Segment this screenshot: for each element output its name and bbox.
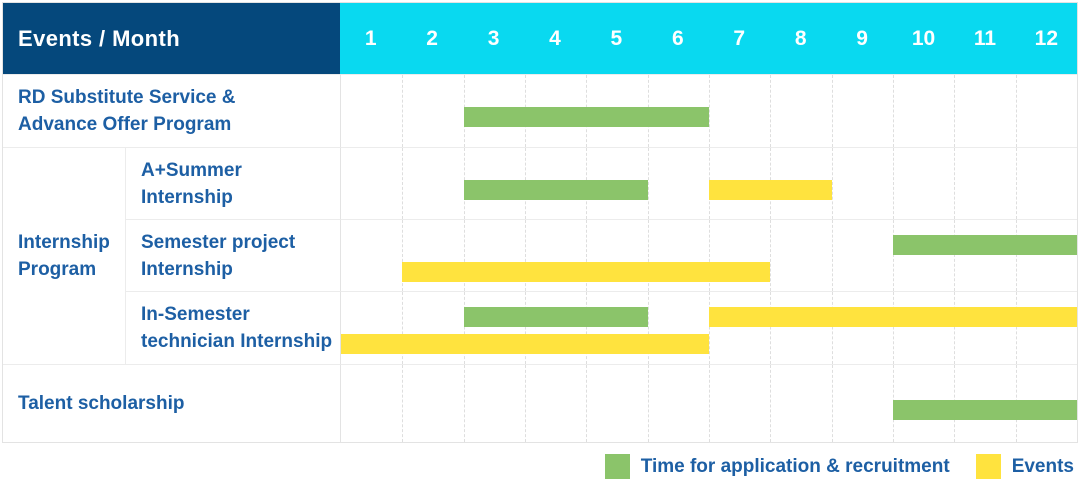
month-gridline [831,292,833,364]
event-bar [709,307,1077,327]
month-gridline [463,365,465,442]
row-label: Semester project Internship [125,219,340,291]
month-gridline [402,292,404,364]
month-gridline [1015,220,1017,291]
month-gridline [893,220,894,291]
application-bar [893,399,1077,420]
header-row: Events / Month 1 2 3 4 5 6 7 8 9 10 11 12 [3,3,1077,74]
month-gridline [1015,75,1017,147]
row-timeline [340,364,1077,442]
month-gridline [463,292,465,364]
month-gridline [402,365,404,442]
month-gridline [831,220,833,291]
month-gridline [647,148,649,219]
month-label: 8 [794,26,807,50]
row-label-line: Semester project [141,231,296,253]
month-label: 9 [856,26,868,50]
row-label-line: technician Internship [141,331,333,352]
legend: Time for application & recruitment Events [604,454,1074,479]
row-label-line: Program [18,259,97,280]
month-gridline [831,75,833,147]
row-label-line: Internship [18,232,110,253]
schedule-table: Events / Month 1 2 3 4 5 6 7 8 9 10 11 12 RD Substi… [2,2,1078,443]
month-gridline [402,220,404,291]
month-gridline [954,292,956,364]
row-label: A+Summer Internship [125,147,340,219]
row-label-line: A+Summer [141,159,242,181]
table-body: RD Substitute Service & Advance Offer Pro… [3,74,1077,442]
legend-swatch-application [604,454,630,479]
month-label: 10 [911,26,936,50]
row-label: RD Substitute Service & Advance Offer Pro… [3,74,340,147]
month-gridline [586,292,588,364]
month-label: 5 [610,26,623,50]
row-label: In-Semester technician Internship [125,291,340,364]
month-gridline [954,75,956,147]
month-gridline [893,292,894,364]
month-gridline [770,220,772,291]
month-gridline [402,75,404,147]
month-gridline [586,365,588,442]
month-gridline [893,148,894,219]
month-gridline [893,75,894,147]
month-gridline [525,220,526,291]
month-gridline [1015,148,1017,219]
event-bar [341,334,709,354]
month-gridline [1015,292,1017,364]
month-label: 2 [426,26,438,50]
month-gridline [831,365,833,442]
legend-item: Time for application & recruitment [604,454,950,479]
month-gridline [525,365,526,442]
row-label-line: In-Semester [141,304,250,325]
application-bar [463,179,648,200]
month-gridline [709,220,710,291]
month-gridline [463,220,465,291]
month-label: 4 [549,26,561,50]
month-header: 1 2 3 4 5 6 7 8 9 10 11 12 [340,3,1077,74]
row-timeline [340,74,1077,147]
row-timeline [340,147,1077,219]
month-gridline [586,220,588,291]
month-gridline [954,220,956,291]
row-label-line: RD Substitute Service & [18,87,236,108]
month-gridline [709,365,710,442]
row-timeline [340,219,1077,291]
month-gridline [709,75,710,147]
table-title: Events / Month [3,3,340,74]
month-gridline [770,292,772,364]
legend-label: Events [1011,455,1074,477]
month-label: 7 [733,26,746,50]
row-label-line: Internship [141,258,233,280]
row-group-label: Internship Program [3,147,125,364]
row-label: Talent scholarship [3,364,340,442]
row-label-line: Advance Offer Program [18,114,232,135]
month-gridline [709,292,710,364]
legend-item: Events [975,454,1074,479]
application-bar [893,235,1077,255]
month-gridline [525,292,526,364]
month-gridline [402,148,404,219]
month-gridline [770,75,772,147]
month-label: 1 [364,26,377,50]
month-gridline [831,148,833,219]
month-label: 3 [487,26,500,50]
month-label: 12 [1034,26,1059,50]
month-gridline [647,292,649,364]
legend-swatch-event [975,454,1001,479]
legend-label: Time for application & recruitment [640,455,950,477]
month-gridline [647,365,649,442]
event-bar [402,262,771,282]
application-bar [463,107,709,127]
month-gridline [770,365,772,442]
row-timeline [340,291,1077,364]
row-label-line: Talent scholarship [18,393,185,414]
month-label: 6 [671,26,684,50]
month-label: 11 [973,26,997,50]
application-bar [463,307,648,327]
row-label-line: Internship [141,186,233,208]
event-bar [709,179,832,200]
month-gridline [954,148,956,219]
month-gridline [647,220,649,291]
